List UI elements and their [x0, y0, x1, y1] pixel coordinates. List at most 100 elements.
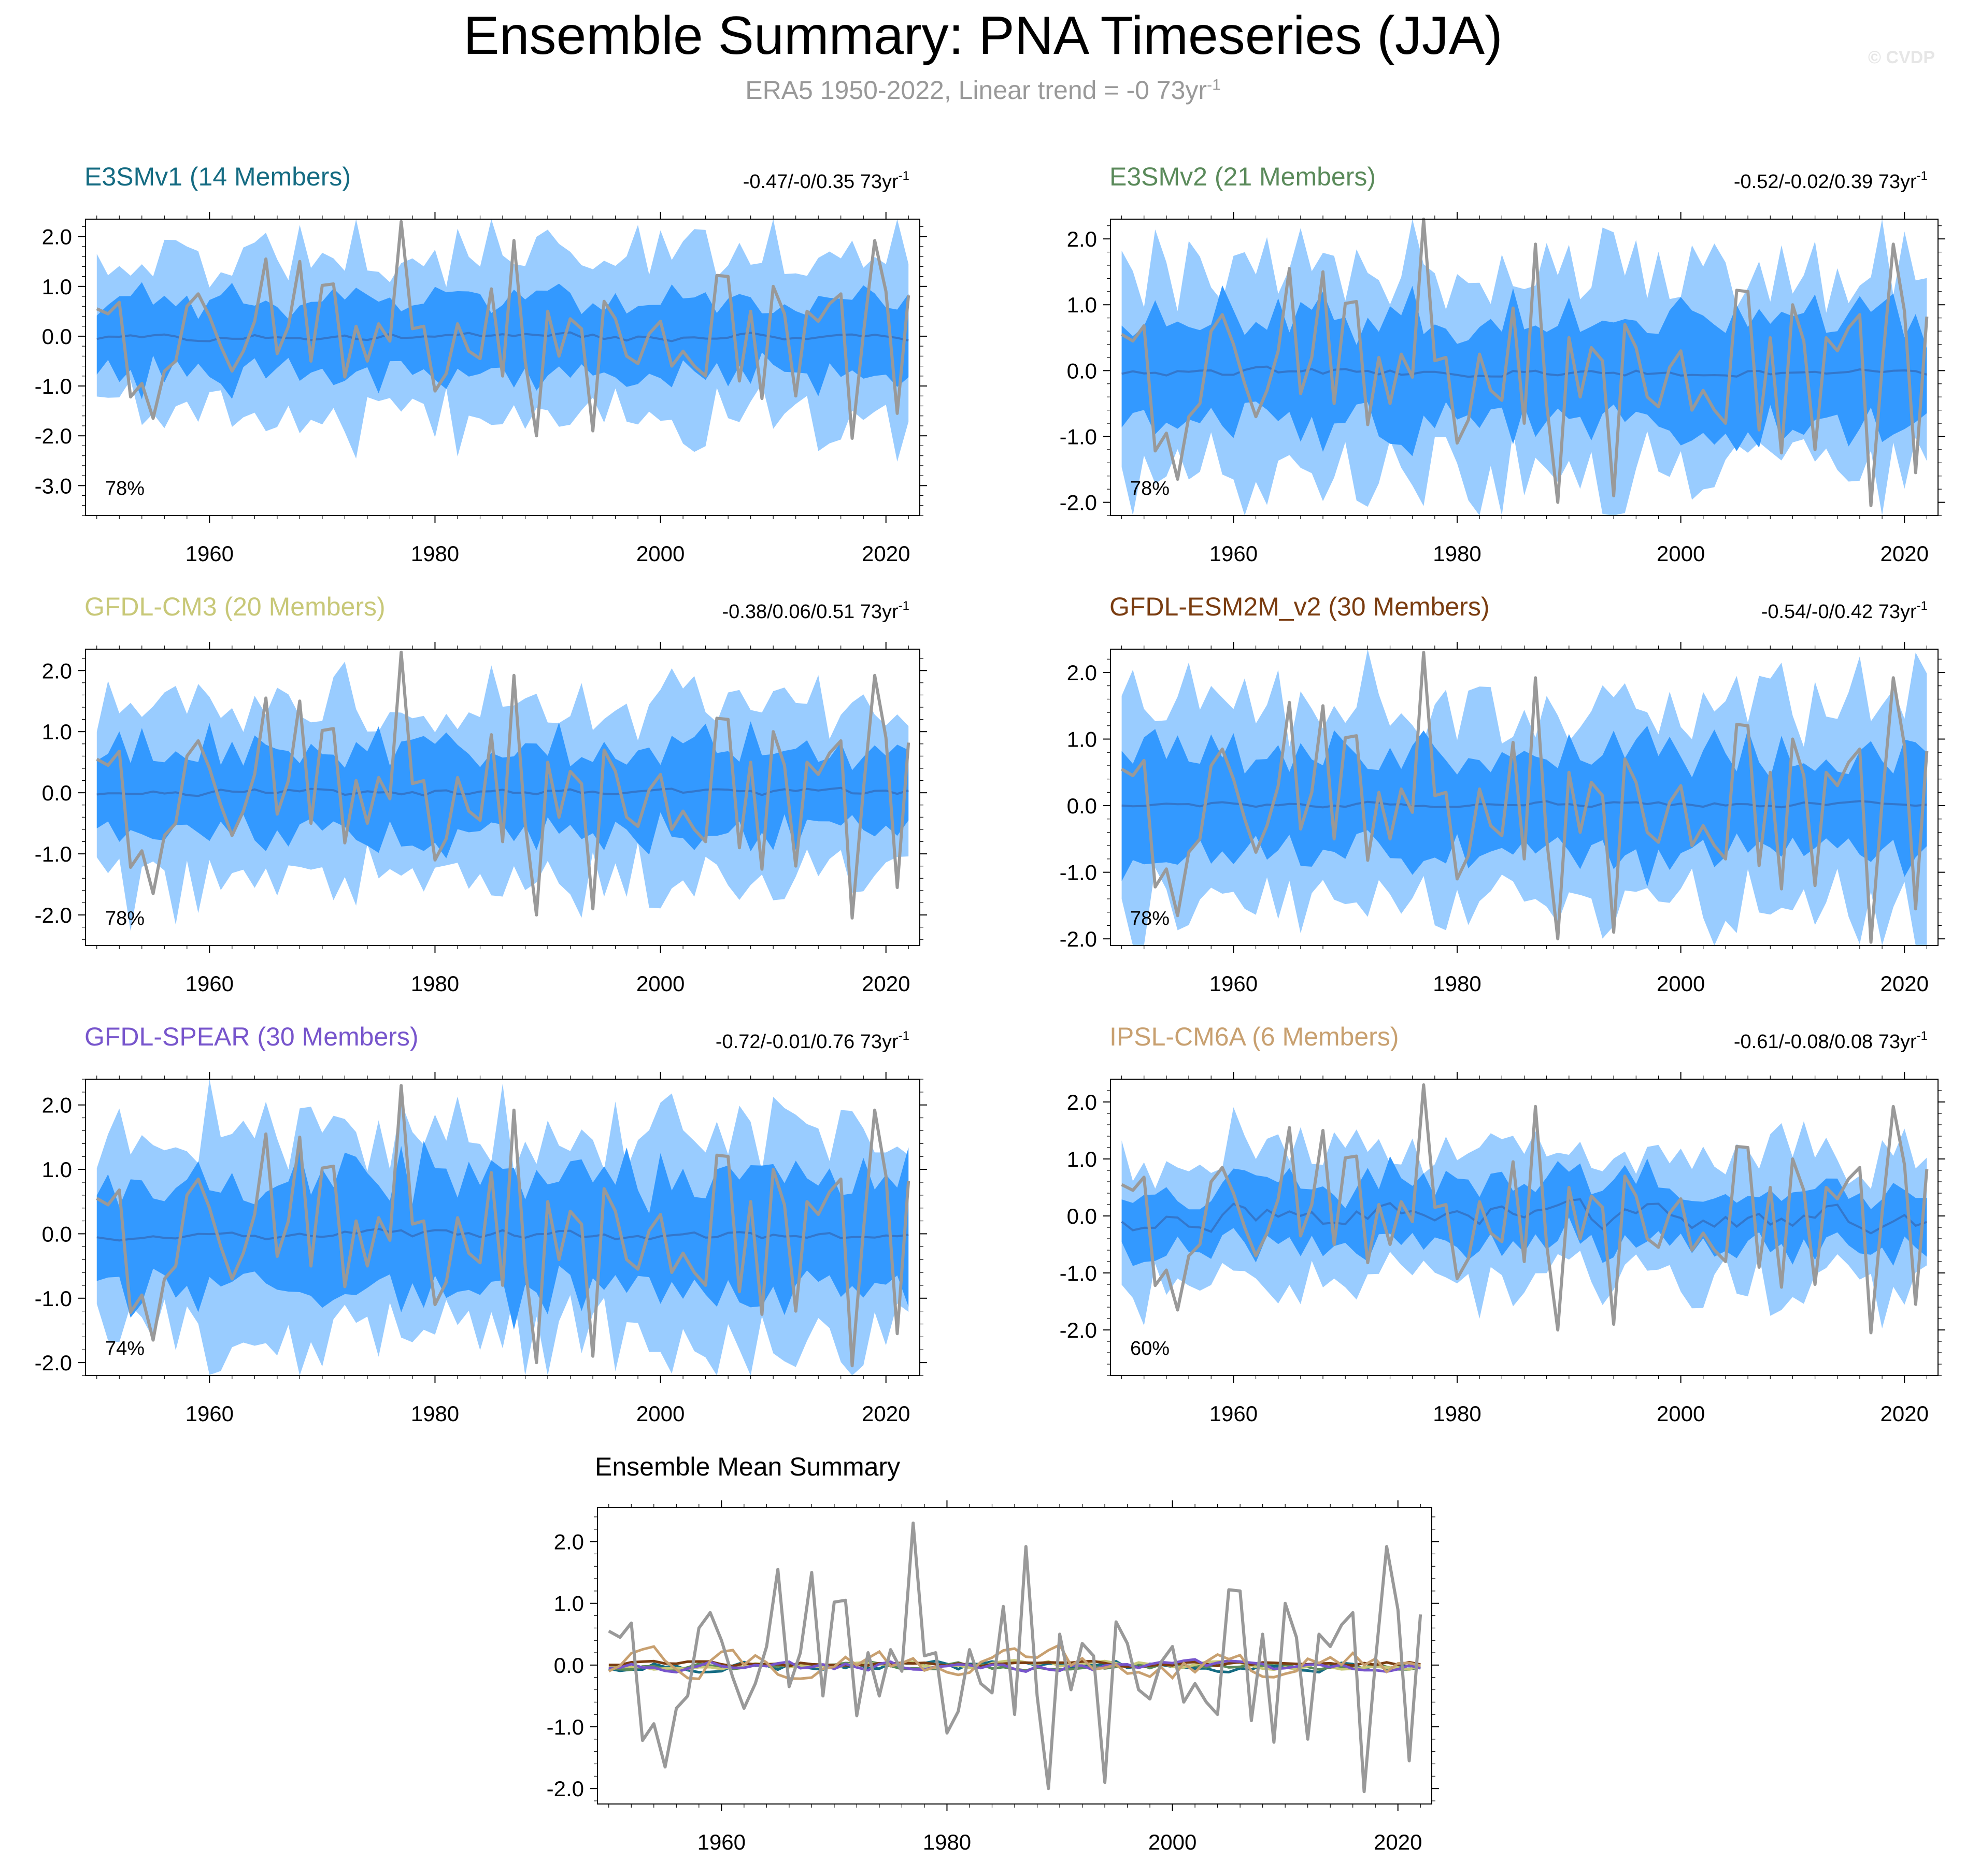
trend-exponent: -1	[1917, 169, 1928, 183]
y-tick-label: -2.0	[35, 903, 72, 927]
x-tick-label: 1980	[411, 971, 459, 996]
panel-percent-label: 60%	[1130, 1338, 1170, 1359]
y-tick-label: 0.0	[1067, 794, 1097, 818]
x-tick-label: 1980	[1433, 541, 1481, 566]
obs-era5-line	[1121, 651, 1929, 944]
panel-title: E3SMv1 (14 Members)	[84, 162, 351, 191]
ensemble-mean-line	[96, 331, 909, 342]
x-tick-label: 2000	[636, 1401, 685, 1426]
panel-percent-label: 78%	[1130, 908, 1170, 929]
x-tick-label: 1980	[1433, 1401, 1481, 1426]
x-tick-label: 2000	[636, 541, 685, 566]
y-tick-label: 1.0	[1067, 1147, 1097, 1171]
y-tick-label: 0.0	[1067, 359, 1097, 383]
trend-exponent: -1	[1917, 599, 1928, 613]
x-tick-label: 2020	[1880, 1401, 1929, 1426]
subtitle-exponent: -1	[1207, 76, 1221, 94]
ensemble-mean-line	[96, 786, 909, 797]
y-tick-label: 2.0	[1067, 1090, 1097, 1114]
panel-e3smv1: 2.0 1.0 0.0 -1.0 -2.0 -3.0 1960 1980 2000 2020 E3S…	[35, 162, 927, 566]
panel-percent-label: 78%	[1130, 478, 1170, 499]
panel-trend-text: -0.38/0.06/0.51 73yr-1	[722, 599, 909, 623]
ensemble-mean-line	[96, 1227, 909, 1242]
x-tick-label: 1980	[411, 1401, 459, 1426]
y-tick-label: -1.0	[35, 1286, 72, 1311]
inner-spread-band	[1121, 1156, 1927, 1266]
y-tick-label: 2.0	[42, 1093, 72, 1118]
x-tick-label: 1960	[1209, 541, 1258, 566]
x-tick-label: 2020	[1880, 971, 1929, 996]
x-tick-label: 1960	[186, 971, 234, 996]
x-tick-label: 2020	[1374, 1830, 1422, 1854]
y-tick-label: 1.0	[42, 720, 72, 744]
y-tick-label: 0.0	[1067, 1204, 1097, 1228]
y-tick-label: -2.0	[547, 1777, 584, 1801]
x-tick-label: 1960	[186, 541, 234, 566]
y-tick-label: -2.0	[35, 1351, 72, 1375]
figure-subtitle: ERA5 1950-2022, Linear trend = -0 73yr-1	[0, 75, 1966, 105]
y-tick-label: -1.0	[547, 1715, 584, 1739]
panel-gfdl-spear: 2.0 1.0 0.0 -1.0 -2.0 1960 1980 2000 2020 GFDL-SP…	[35, 1022, 927, 1426]
obs-era5-line	[96, 650, 910, 920]
panel-gfdl-esm2m_v2: 2.0 1.0 0.0 -1.0 -2.0 1960 1980 2000 2020 GFDL-ES…	[1060, 592, 1945, 996]
x-tick-label: 2020	[862, 971, 910, 996]
obs-era5-line	[96, 1084, 910, 1368]
y-tick-label: -3.0	[35, 474, 72, 498]
cvdp-watermark: © CVDP	[1868, 48, 1935, 67]
y-tick-label: 0.0	[42, 1222, 72, 1246]
y-tick-label: -1.0	[1060, 861, 1097, 885]
summary-line-gfdl-spear	[608, 1658, 1421, 1674]
y-tick-label: -2.0	[35, 424, 72, 448]
obs-era5-line	[96, 220, 910, 440]
plot-frame	[597, 1507, 1432, 1805]
y-tick-label: 0.0	[554, 1653, 584, 1678]
panel-title: GFDL-SPEAR (30 Members)	[84, 1022, 419, 1051]
trend-exponent: -1	[1917, 1029, 1928, 1043]
panel-trend-text: -0.61/-0.08/0.08 73yr-1	[1734, 1029, 1928, 1053]
ensemble-mean-line	[1121, 800, 1927, 809]
y-tick-label: 0.0	[42, 324, 72, 349]
y-tick-label: -1.0	[1060, 1261, 1097, 1285]
panel-title: GFDL-CM3 (20 Members)	[84, 592, 386, 621]
y-tick-label: 2.0	[42, 225, 72, 249]
obs-era5-line	[1121, 218, 1929, 507]
y-tick-label: -1.0	[35, 374, 72, 398]
x-tick-label: 1960	[1209, 971, 1258, 996]
panel-ipsl-cm6a: 2.0 1.0 0.0 -1.0 -2.0 1960 1980 2000 2020 IPSL-CM…	[1060, 1022, 1945, 1426]
panel-percent-label: 78%	[105, 908, 145, 929]
panel-title: IPSL-CM6A (6 Members)	[1109, 1022, 1399, 1051]
y-tick-label: 0.0	[42, 781, 72, 805]
y-tick-label: 2.0	[1067, 661, 1097, 685]
x-tick-label: 1960	[1209, 1401, 1258, 1426]
ensemble-mean-line	[1121, 1198, 1928, 1235]
figure-title: Ensemble Summary: PNA Timeseries (JJA)	[463, 6, 1503, 66]
summary-line-era5	[608, 1521, 1422, 1794]
panel-ensemble-mean-summary: 2.0 1.0 0.0 -1.0 -2.0 1960 1980 2000 2020 Ensembl…	[547, 1452, 1439, 1854]
summary-line-ipsl-cm6a	[608, 1643, 1421, 1681]
x-tick-label: 2000	[1657, 541, 1705, 566]
x-tick-label: 1980	[923, 1830, 971, 1854]
subtitle-text: ERA5 1950-2022, Linear trend = -0 73yr	[745, 76, 1207, 105]
y-tick-label: 1.0	[42, 275, 72, 299]
x-tick-label: 2000	[636, 971, 685, 996]
panel-trend-text: -0.72/-0.01/0.76 73yr-1	[716, 1029, 909, 1053]
y-tick-label: -1.0	[35, 842, 72, 866]
y-tick-label: -1.0	[1060, 424, 1097, 449]
panel-trend-text: -0.52/-0.02/0.39 73yr-1	[1734, 169, 1928, 193]
ensemble-mean-line	[1121, 365, 1927, 378]
y-tick-label: 2.0	[42, 658, 72, 683]
x-tick-label: 2000	[1657, 971, 1705, 996]
x-tick-label: 1960	[697, 1830, 746, 1854]
x-tick-label: 2000	[1148, 1830, 1196, 1854]
summary-panel-title: Ensemble Mean Summary	[595, 1452, 900, 1481]
y-tick-label: -2.0	[1060, 927, 1097, 951]
x-tick-label: 2020	[1880, 541, 1929, 566]
y-tick-label: 1.0	[1067, 293, 1097, 317]
panel-trend-text: -0.54/-0/0.42 73yr-1	[1761, 599, 1928, 623]
trend-exponent: -1	[899, 1029, 909, 1043]
x-tick-label: 2020	[862, 1401, 910, 1426]
y-tick-label: 1.0	[554, 1592, 584, 1616]
trend-exponent: -1	[899, 169, 909, 183]
y-tick-label: -2.0	[1060, 491, 1097, 515]
